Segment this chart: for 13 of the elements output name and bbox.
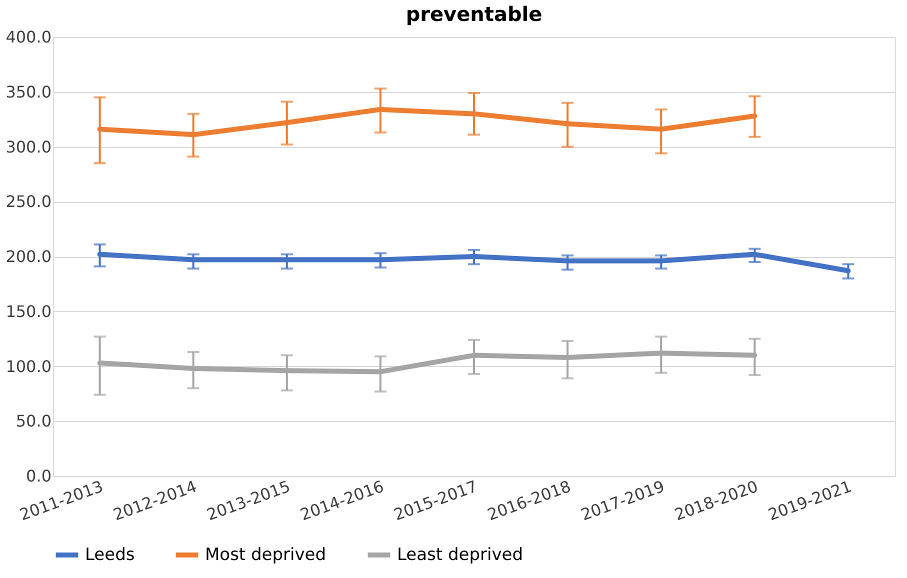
- y-tick-label: 200.0: [6, 247, 52, 266]
- legend-label: Most deprived: [205, 545, 326, 565]
- y-tick-label: 250.0: [6, 192, 52, 212]
- legend-label: Least deprived: [397, 545, 524, 565]
- y-tick-label: 400.0: [6, 28, 52, 46]
- y-tick-label: 100.0: [6, 356, 52, 376]
- y-tick-label: 350.0: [6, 82, 52, 102]
- legend-label: Leeds: [85, 545, 135, 565]
- y-tick-label: 0.0: [26, 466, 52, 486]
- y-tick-label: 150.0: [6, 302, 52, 321]
- y-tick-label: 50.0: [16, 412, 52, 431]
- y-tick-label: 300.0: [6, 137, 52, 156]
- chart-title: preventable: [406, 2, 542, 26]
